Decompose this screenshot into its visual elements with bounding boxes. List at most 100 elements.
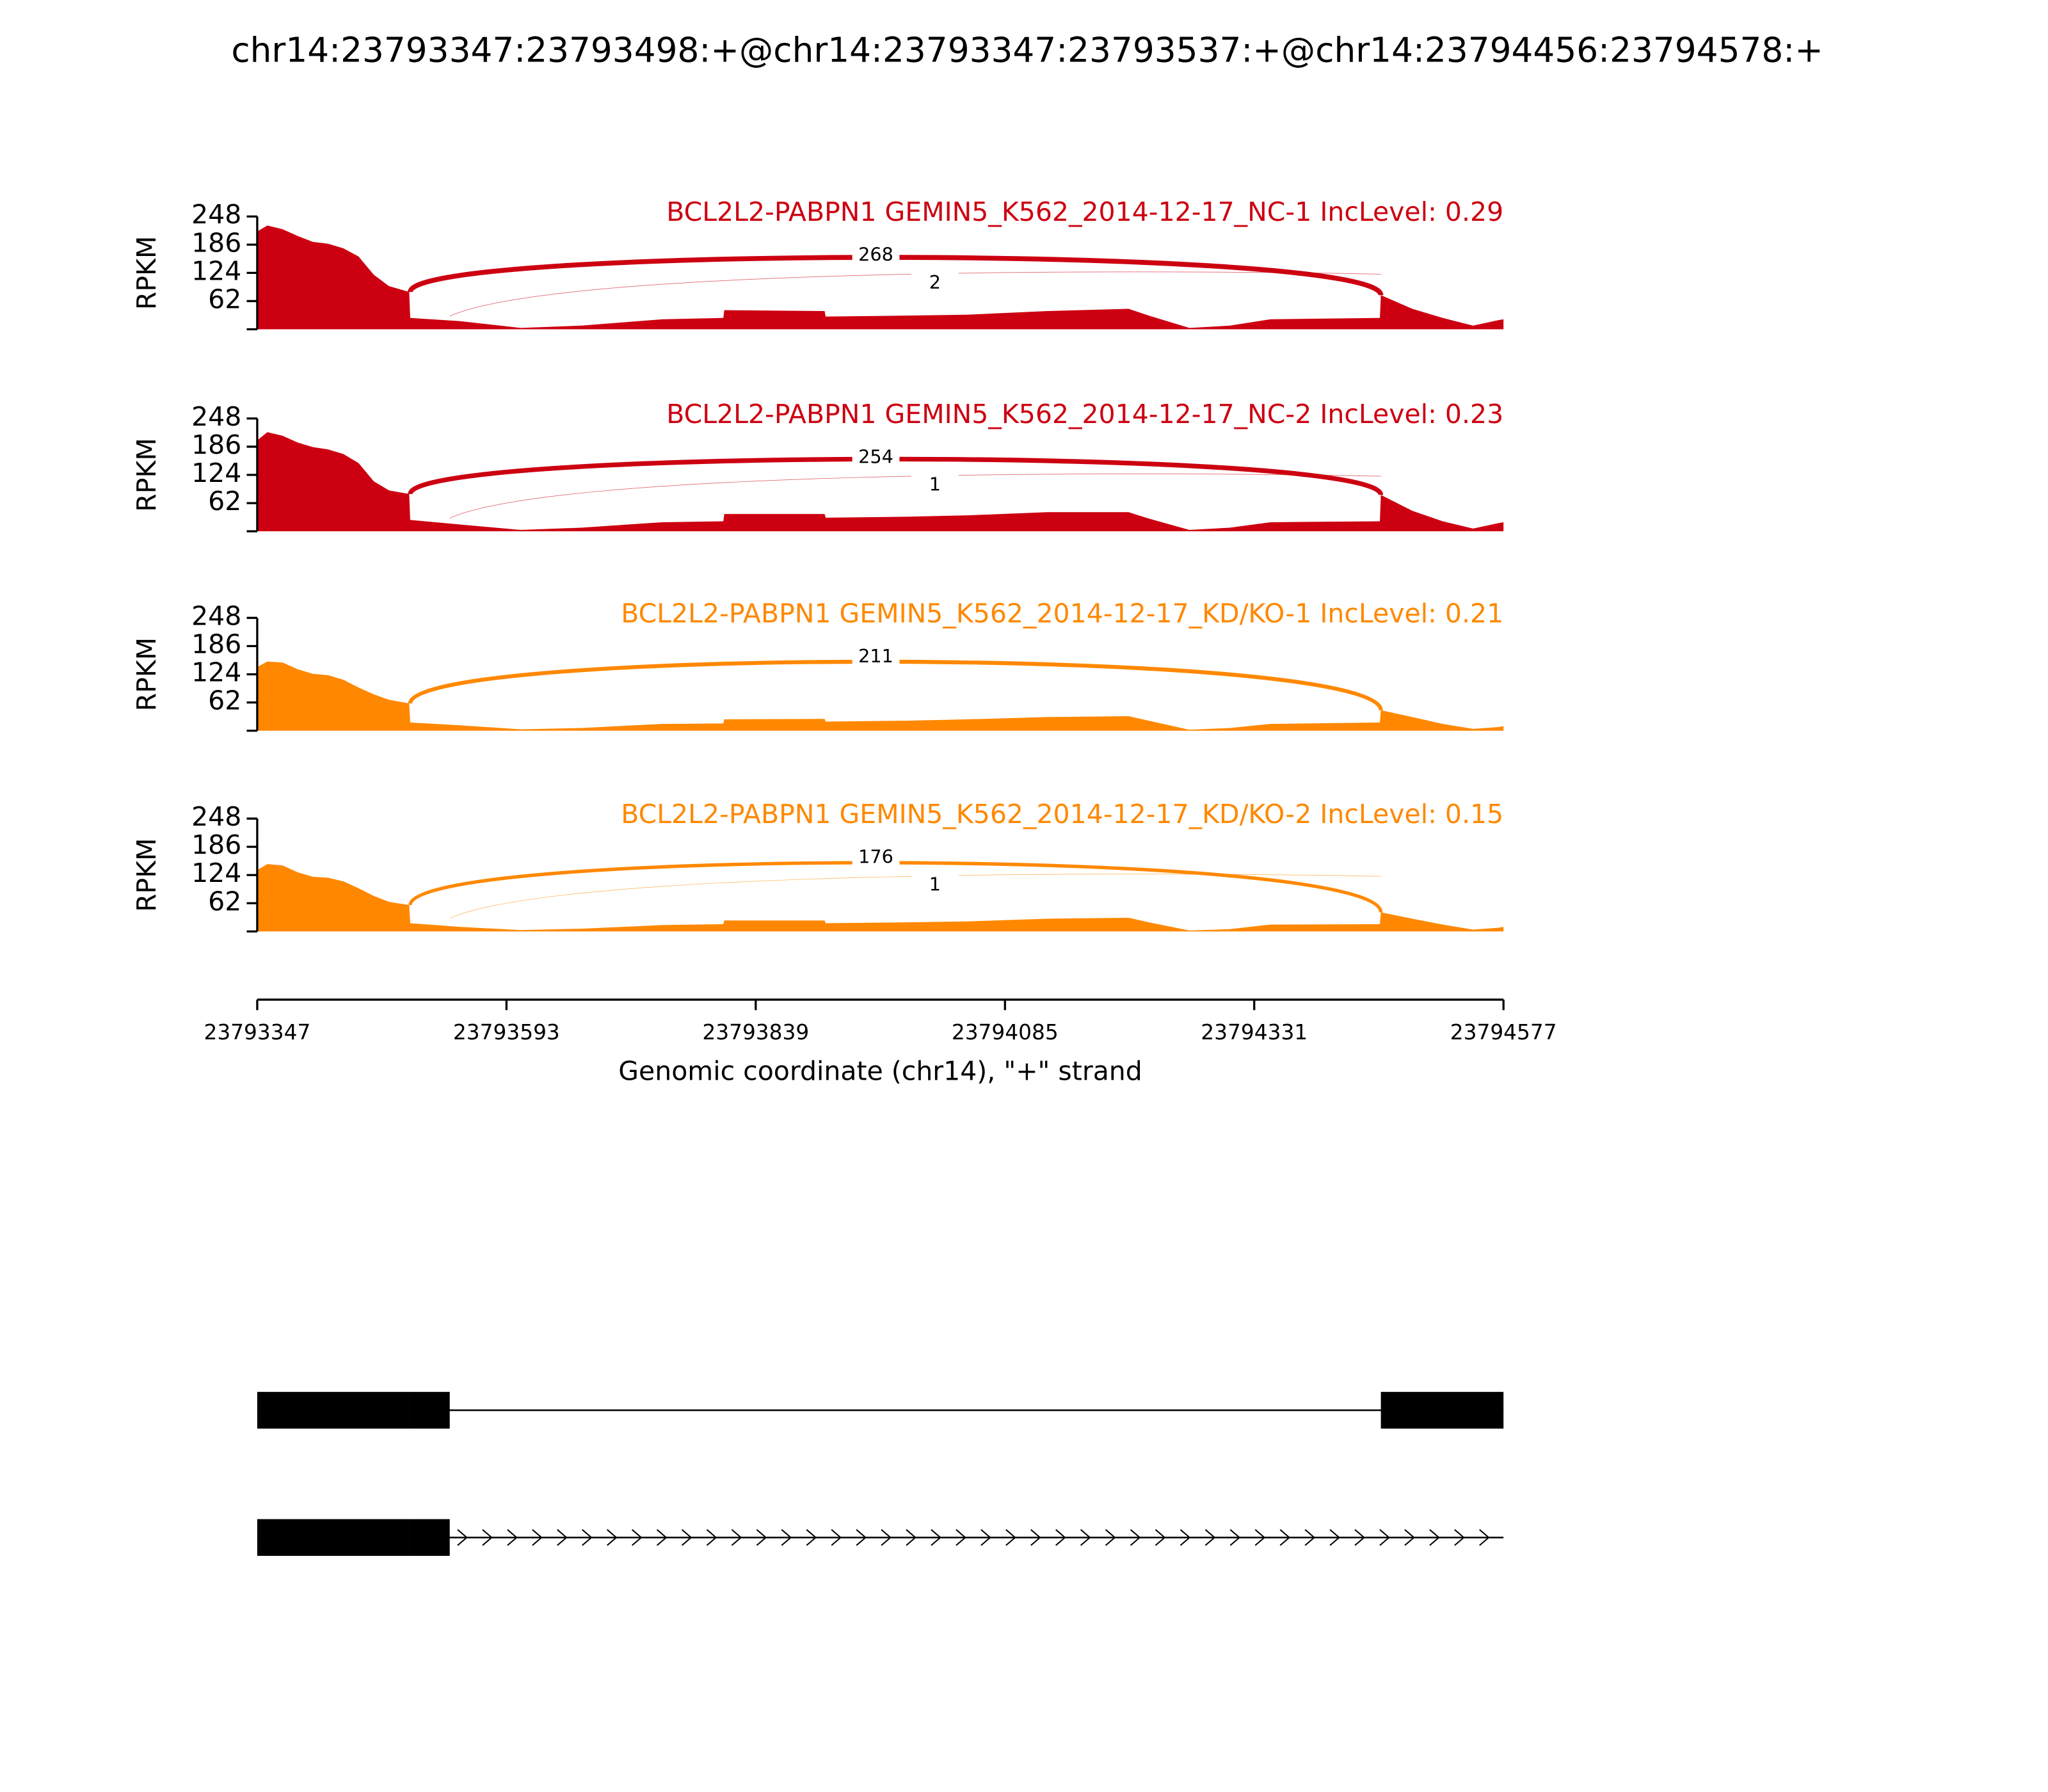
strand-arrow	[457, 1529, 468, 1546]
panel-title: BCL2L2-PABPN1 GEMIN5_K562_2014-12-17_KD/…	[621, 799, 1503, 829]
strand-arrow	[806, 1529, 817, 1546]
x-tick-label: 23793347	[204, 1020, 310, 1044]
strand-arrow	[1304, 1529, 1316, 1546]
strand-arrow	[1055, 1529, 1066, 1546]
coverage-area	[257, 661, 1504, 731]
strand-arrow	[706, 1529, 717, 1546]
y-axis-label: RPKM	[131, 637, 162, 711]
panel-title: BCL2L2-PABPN1 GEMIN5_K562_2014-12-17_KD/…	[621, 598, 1503, 628]
junction-label-bg	[911, 271, 959, 296]
strand-arrow	[931, 1529, 941, 1546]
strand-arrow	[1180, 1529, 1191, 1546]
junction-label-bg	[911, 473, 959, 497]
y-tick-label: 62	[208, 284, 241, 314]
coverage-area	[257, 864, 1504, 932]
y-axis-label: RPKM	[131, 838, 162, 911]
junction-label-bg	[852, 445, 900, 470]
y-tick-label: 248	[191, 401, 241, 432]
junction-arc	[449, 474, 1381, 519]
strand-arrow	[607, 1529, 618, 1546]
strand-arrow	[1279, 1529, 1291, 1546]
junction-label: 268	[858, 244, 893, 266]
junction-label-bg	[852, 846, 900, 870]
coverage-area	[257, 225, 1504, 330]
junction-label: 2	[929, 271, 941, 293]
strand-arrow	[906, 1529, 916, 1546]
strand-arrow	[1155, 1529, 1166, 1546]
y-tick-label: 248	[191, 199, 241, 230]
junction-label: 176	[858, 846, 893, 868]
y-tick-label: 124	[191, 657, 241, 688]
junction-label: 1	[929, 874, 941, 895]
y-tick-label: 186	[191, 629, 241, 660]
strand-arrow	[831, 1529, 842, 1546]
exon	[257, 1391, 410, 1429]
x-axis-label: Genomic coordinate (chr14), "+" strand	[618, 1056, 1142, 1087]
chart-title: chr14:23793347:23793498:+@chr14:23793347…	[231, 31, 1823, 70]
y-tick-label: 186	[191, 829, 241, 860]
strand-arrow	[856, 1529, 867, 1546]
strand-arrow	[1204, 1529, 1216, 1546]
strand-arrow	[681, 1529, 692, 1546]
panel-title: BCL2L2-PABPN1 GEMIN5_K562_2014-12-17_NC-…	[666, 399, 1503, 429]
strand-arrow	[557, 1529, 568, 1546]
strand-arrow	[781, 1529, 792, 1546]
x-tick-label: 23794085	[952, 1020, 1059, 1044]
x-tick-label: 23794577	[1450, 1020, 1557, 1044]
panel-title: BCL2L2-PABPN1 GEMIN5_K562_2014-12-17_NC-…	[666, 196, 1503, 227]
y-tick-label: 124	[191, 458, 241, 488]
x-tick-label: 23793593	[453, 1020, 560, 1044]
junction-arc	[408, 861, 1383, 913]
strand-arrow	[1429, 1529, 1440, 1546]
y-tick-label: 186	[191, 429, 241, 460]
junction-label: 254	[858, 445, 893, 467]
y-tick-label: 248	[191, 600, 241, 631]
y-tick-label: 124	[191, 255, 241, 286]
strand-arrow	[1479, 1529, 1490, 1546]
y-axis-label: RPKM	[131, 438, 162, 511]
strand-arrow	[1229, 1529, 1241, 1546]
strand-arrow	[1454, 1529, 1465, 1546]
strand-arrow	[881, 1529, 892, 1546]
strand-arrow	[482, 1529, 493, 1546]
exon	[1380, 1391, 1504, 1429]
strand-arrow	[631, 1529, 643, 1546]
strand-arrow	[532, 1529, 543, 1546]
y-tick-label: 124	[191, 858, 241, 888]
coverage-area	[257, 432, 1504, 532]
junction-arc	[449, 271, 1381, 317]
strand-arrow	[1130, 1529, 1141, 1546]
junction-label: 211	[858, 645, 893, 667]
x-tick-label: 23794331	[1201, 1020, 1308, 1044]
junction-label: 1	[929, 473, 941, 495]
y-axis-label: RPKM	[131, 236, 162, 310]
strand-arrow	[1404, 1529, 1415, 1546]
strand-arrow	[1254, 1529, 1266, 1546]
x-tick-label: 23793839	[702, 1020, 809, 1044]
y-tick-label: 62	[208, 886, 241, 916]
strand-arrow	[507, 1529, 518, 1546]
y-tick-label: 186	[191, 227, 241, 258]
junction-arc	[449, 874, 1381, 919]
y-tick-label: 62	[208, 685, 241, 716]
strand-arrow	[756, 1529, 767, 1546]
strand-arrow	[731, 1529, 742, 1546]
strand-arrow	[956, 1529, 966, 1546]
strand-arrow	[1329, 1529, 1341, 1546]
junction-label-bg	[852, 244, 900, 268]
strand-arrow	[582, 1529, 593, 1546]
y-tick-label: 248	[191, 801, 241, 832]
strand-arrow	[1030, 1529, 1041, 1546]
strand-arrow	[980, 1529, 991, 1546]
strand-arrow	[1005, 1529, 1016, 1546]
strand-arrow	[1105, 1529, 1116, 1546]
strand-arrow	[1379, 1529, 1390, 1546]
y-tick-label: 62	[208, 486, 241, 516]
exon	[410, 1519, 450, 1556]
strand-arrow	[656, 1529, 668, 1546]
junction-label-bg	[911, 874, 959, 898]
strand-arrow	[1354, 1529, 1365, 1546]
exon	[257, 1519, 410, 1556]
strand-arrow	[1080, 1529, 1091, 1546]
